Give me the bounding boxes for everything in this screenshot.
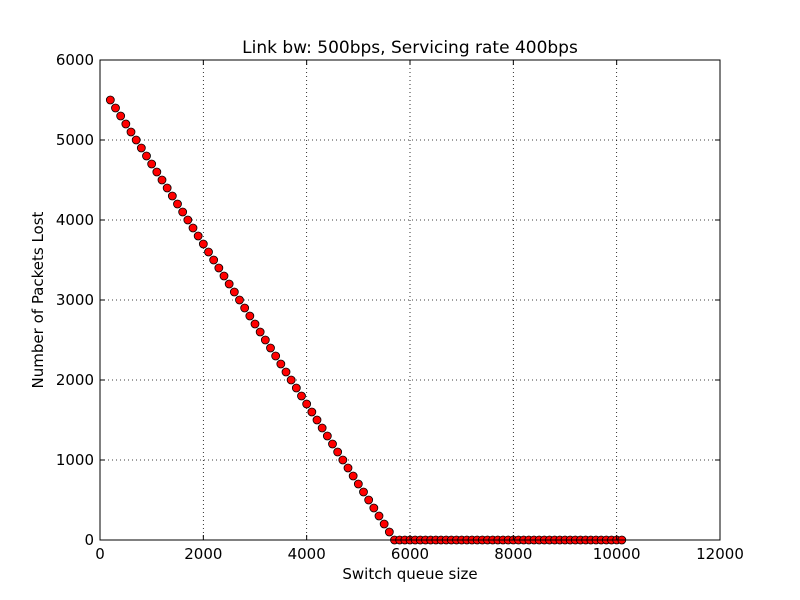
data-point <box>209 255 219 265</box>
data-point <box>364 495 374 505</box>
data-point <box>286 375 296 385</box>
y-tick-label: 1000 <box>56 451 94 469</box>
y-tick-label: 0 <box>84 531 94 549</box>
x-tick-label: 8000 <box>494 545 532 563</box>
data-point <box>338 455 348 465</box>
data-point <box>271 351 281 361</box>
data-point <box>322 431 332 441</box>
data-point <box>147 159 157 169</box>
x-tick-label: 0 <box>95 545 105 563</box>
data-point <box>193 231 203 241</box>
data-point <box>250 319 260 329</box>
x-tick-label: 4000 <box>288 545 326 563</box>
data-point <box>157 175 167 185</box>
data-point <box>348 471 358 481</box>
data-point <box>121 119 131 129</box>
x-tick-label: 2000 <box>184 545 222 563</box>
y-axis-label: Number of Packets Lost <box>29 211 47 388</box>
data-point <box>260 335 270 345</box>
y-tick-label: 3000 <box>56 291 94 309</box>
data-point <box>266 343 275 353</box>
data-point <box>281 367 291 377</box>
y-tick-label: 4000 <box>56 211 94 229</box>
data-point <box>224 279 234 289</box>
chart-title: Link bw: 500bps, Servicing rate 400bps <box>242 38 578 58</box>
data-point <box>312 415 322 425</box>
data-point <box>173 199 182 209</box>
x-tick-label: 6000 <box>391 545 429 563</box>
data-point <box>188 223 198 233</box>
data-point <box>353 479 363 489</box>
data-point <box>369 503 379 513</box>
grid-lines <box>100 60 720 540</box>
data-point <box>291 383 301 393</box>
y-tick-label: 5000 <box>56 131 94 149</box>
data-point <box>111 103 120 113</box>
data-point <box>302 399 312 409</box>
data-point <box>229 287 239 297</box>
data-point <box>142 151 151 161</box>
data-point <box>276 359 286 369</box>
data-point <box>379 519 389 529</box>
data-point <box>384 527 394 537</box>
data-point <box>136 143 146 153</box>
y-tick-label: 6000 <box>56 51 94 69</box>
data-point <box>297 391 306 401</box>
x-tick-label: 10000 <box>593 545 641 563</box>
data-point <box>167 191 177 201</box>
data-point <box>245 311 255 321</box>
data-point <box>126 127 136 137</box>
data-point <box>183 215 193 225</box>
data-point <box>333 447 343 457</box>
data-point <box>328 439 337 449</box>
data-point <box>359 487 368 497</box>
data-point <box>374 511 384 521</box>
data-point <box>162 183 172 193</box>
y-tick-label: 2000 <box>56 371 94 389</box>
x-tick-label: 12000 <box>696 545 744 563</box>
data-point <box>198 239 208 249</box>
x-axis-label: Switch queue size <box>342 565 477 583</box>
data-point <box>178 207 188 217</box>
data-point <box>105 95 115 105</box>
data-point <box>131 135 141 145</box>
data-point <box>214 263 224 273</box>
data-points <box>105 95 627 545</box>
data-point <box>343 463 353 473</box>
data-point <box>235 295 244 305</box>
data-point <box>219 271 229 281</box>
data-point <box>204 247 213 257</box>
data-point <box>255 327 265 337</box>
data-point <box>317 423 327 433</box>
data-point <box>307 407 317 417</box>
data-point <box>152 167 162 177</box>
axis-ticks: 0 2000 4000 6000 8000 10000 12000 0 1000 2000 3000… <box>56 51 744 563</box>
data-point <box>240 303 250 313</box>
data-point <box>116 111 126 121</box>
